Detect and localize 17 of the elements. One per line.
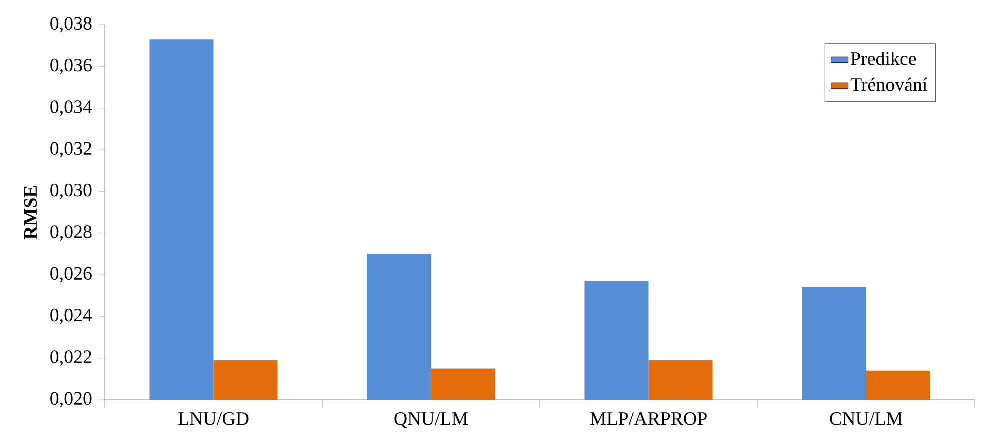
y-tick-label: 0,020	[50, 392, 92, 408]
y-tick-label: 0,028	[50, 226, 92, 242]
y-tick-label: 0,032	[50, 142, 92, 158]
y-tick-label: 0,034	[50, 100, 92, 116]
y-tick-label: 0,024	[50, 308, 92, 324]
y-tick-label: 0,022	[50, 350, 92, 366]
y-axis-title: RMSE	[24, 186, 38, 240]
legend-label: Trénování	[850, 78, 928, 92]
y-tick-label: 0,038	[50, 17, 92, 33]
legend-label: Predikce	[851, 52, 916, 66]
x-tick-label: MLP/ARPROP	[590, 412, 707, 426]
x-tick-label: LNU/GD	[178, 412, 249, 426]
y-tick-label: 0,036	[50, 58, 92, 74]
x-tick-label: QNU/LM	[394, 412, 468, 428]
y-tick-label: 0,026	[50, 267, 92, 283]
x-tick-label: CNU/LM	[830, 412, 902, 426]
y-tick-label: 0,030	[50, 184, 92, 200]
